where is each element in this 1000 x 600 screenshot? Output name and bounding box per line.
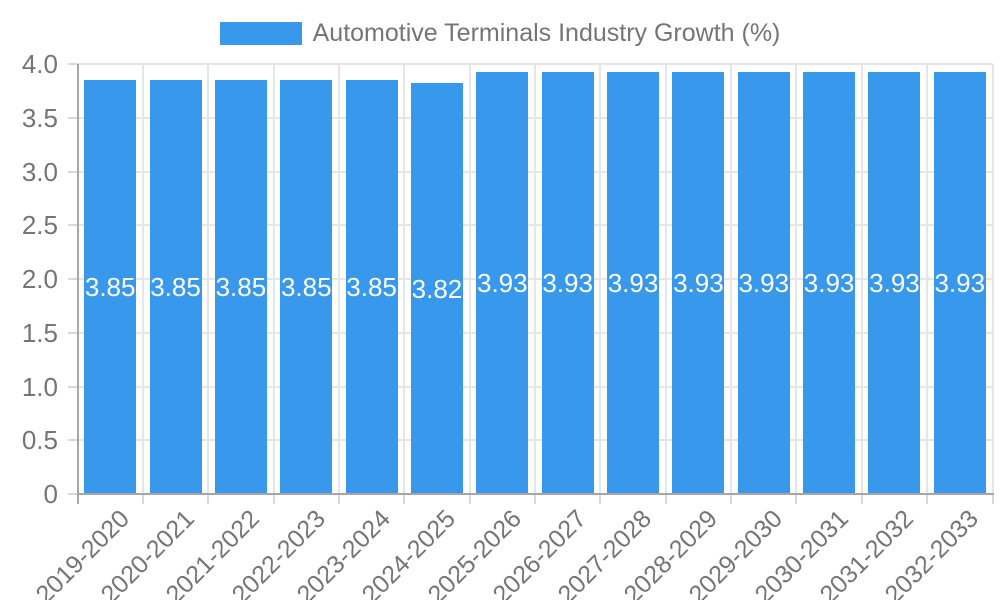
y-axis-label: 4.0	[21, 49, 58, 79]
y-axis-label: 3.0	[21, 156, 58, 187]
bar[interactable]	[868, 71, 921, 494]
bar[interactable]	[803, 71, 856, 494]
x-tick	[991, 494, 994, 504]
x-tick	[207, 494, 210, 504]
bar-value-label: 3.93	[934, 267, 986, 298]
bar-value-label: 3.85	[84, 272, 136, 303]
x-gridline	[403, 64, 406, 494]
bar[interactable]	[541, 71, 594, 494]
bar-value-label: 3.93	[803, 267, 855, 298]
bar[interactable]	[280, 80, 333, 494]
x-tick	[403, 494, 406, 504]
y-axis-label: 1.5	[21, 317, 58, 348]
bar[interactable]	[737, 71, 790, 494]
bar-value-label: 3.82	[411, 273, 463, 304]
x-tick	[468, 494, 471, 504]
x-gridline	[468, 64, 471, 494]
x-gridline	[337, 64, 340, 494]
x-gridline	[795, 64, 798, 494]
x-tick	[926, 494, 929, 504]
bar-value-label: 3.85	[346, 272, 397, 303]
bar-value-label: 3.93	[542, 267, 593, 298]
bar-value-label: 3.93	[738, 267, 790, 298]
bar[interactable]	[607, 71, 660, 494]
y-tick	[67, 116, 78, 119]
bar-value-label: 3.93	[607, 267, 659, 298]
x-gridline	[991, 64, 994, 494]
x-gridline	[860, 64, 863, 494]
y-tick	[67, 493, 78, 495]
y-tick	[67, 170, 78, 173]
bar[interactable]	[149, 80, 202, 494]
bar[interactable]	[476, 71, 529, 494]
x-tick	[599, 494, 602, 504]
bar[interactable]	[672, 71, 725, 494]
bar[interactable]	[345, 80, 398, 494]
x-gridline	[664, 64, 667, 494]
bar-value-label: 3.85	[150, 272, 201, 303]
legend-label: Automotive Terminals Industry Growth (%)	[312, 19, 781, 47]
x-gridline	[534, 64, 536, 494]
y-axis-label: 2.0	[21, 264, 58, 294]
y-axis-label: 0	[43, 479, 58, 509]
x-gridline	[207, 64, 210, 494]
y-axis-line	[76, 64, 79, 504]
bar-value-label: 3.93	[673, 267, 724, 298]
y-tick	[67, 439, 78, 442]
y-tick	[67, 224, 78, 227]
bar-value-label: 3.85	[280, 272, 332, 303]
y-tick	[67, 385, 78, 388]
y-tick	[67, 331, 78, 334]
bar-value-label: 3.85	[215, 272, 267, 303]
x-gridline	[272, 64, 275, 494]
x-tick	[860, 494, 863, 504]
legend-swatch	[219, 22, 302, 45]
chart-legend[interactable]: Automotive Terminals Industry Growth (%)	[0, 19, 1000, 48]
bar[interactable]	[214, 80, 267, 494]
x-tick	[795, 494, 798, 504]
x-tick	[337, 494, 340, 504]
bar[interactable]	[933, 71, 986, 494]
x-gridline	[730, 64, 733, 494]
x-tick	[664, 494, 667, 504]
bar-value-label: 3.93	[869, 267, 920, 298]
x-gridline	[926, 64, 929, 494]
bar[interactable]	[410, 83, 463, 494]
y-axis-label: 3.5	[21, 102, 58, 133]
x-tick	[141, 494, 144, 504]
x-gridline	[599, 64, 602, 494]
x-tick	[272, 494, 275, 504]
y-tick	[67, 278, 78, 280]
y-axis-label: 0.5	[21, 425, 58, 456]
x-gridline	[141, 64, 144, 494]
x-axis-line	[76, 493, 994, 495]
bar[interactable]	[84, 80, 137, 494]
bar-value-label: 3.93	[477, 267, 528, 298]
y-axis-label: 1.0	[21, 371, 58, 402]
y-axis-label: 2.5	[21, 210, 58, 241]
x-tick	[730, 494, 733, 504]
y-tick	[67, 63, 78, 65]
x-tick	[534, 494, 536, 504]
